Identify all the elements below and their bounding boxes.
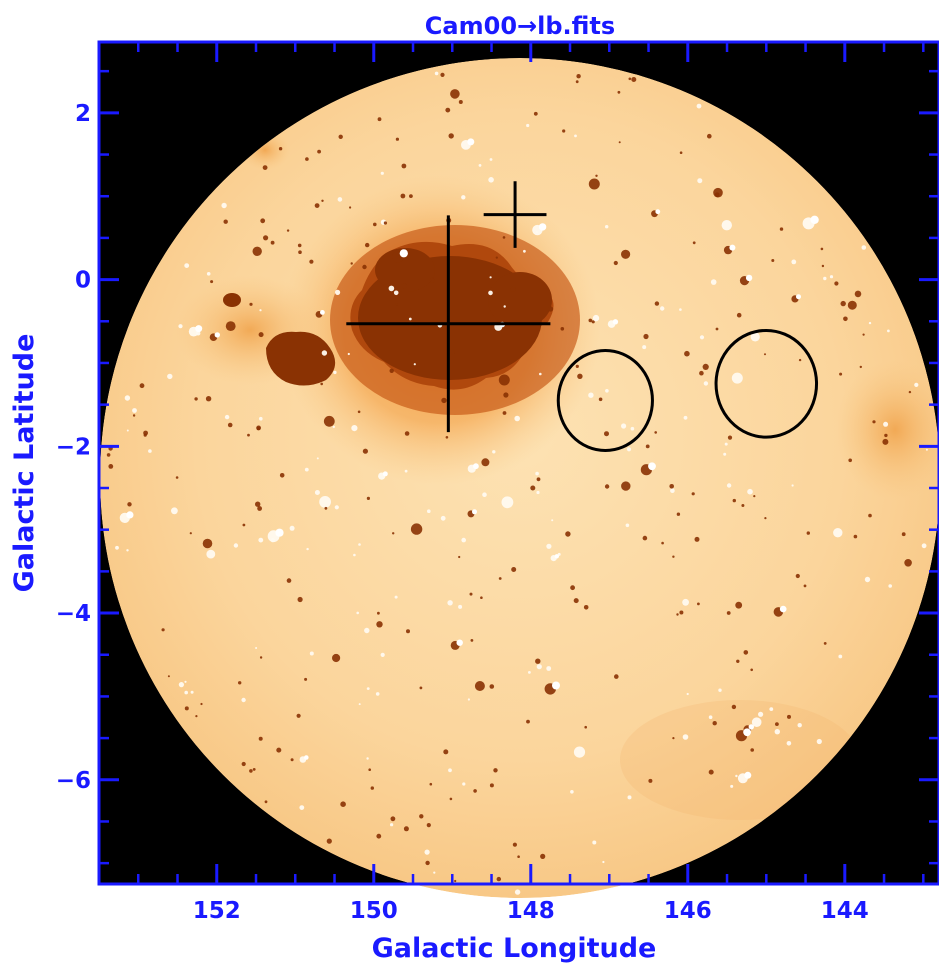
point-sources bbox=[106, 71, 928, 895]
plot-title: Cam00→lb.fits bbox=[425, 12, 615, 40]
axis-tick-labels: 152 150 148 146 144 2 0 −2 −4 −6 bbox=[56, 101, 869, 924]
x-tick-label: 150 bbox=[350, 898, 398, 924]
x-axis-label: Galactic Longitude bbox=[372, 933, 657, 964]
sky-image bbox=[100, 58, 939, 898]
y-tick-label: 0 bbox=[75, 268, 91, 294]
plot-frame bbox=[97, 40, 939, 886]
x-tick-label: 144 bbox=[821, 898, 869, 924]
y-tick-label: −2 bbox=[56, 434, 91, 460]
x-tick-label: 146 bbox=[664, 898, 712, 924]
x-tick-label: 148 bbox=[507, 898, 555, 924]
x-tick-label: 152 bbox=[193, 898, 241, 924]
y-tick-label: −6 bbox=[56, 768, 91, 794]
markers bbox=[346, 181, 819, 452]
axis-ticks bbox=[99, 42, 939, 884]
y-tick-label: −4 bbox=[56, 601, 91, 627]
y-tick-label: 2 bbox=[75, 101, 91, 127]
circle-marker bbox=[714, 328, 819, 439]
y-axis-label: Galactic Latitude bbox=[9, 334, 40, 593]
circle-marker bbox=[556, 348, 654, 452]
